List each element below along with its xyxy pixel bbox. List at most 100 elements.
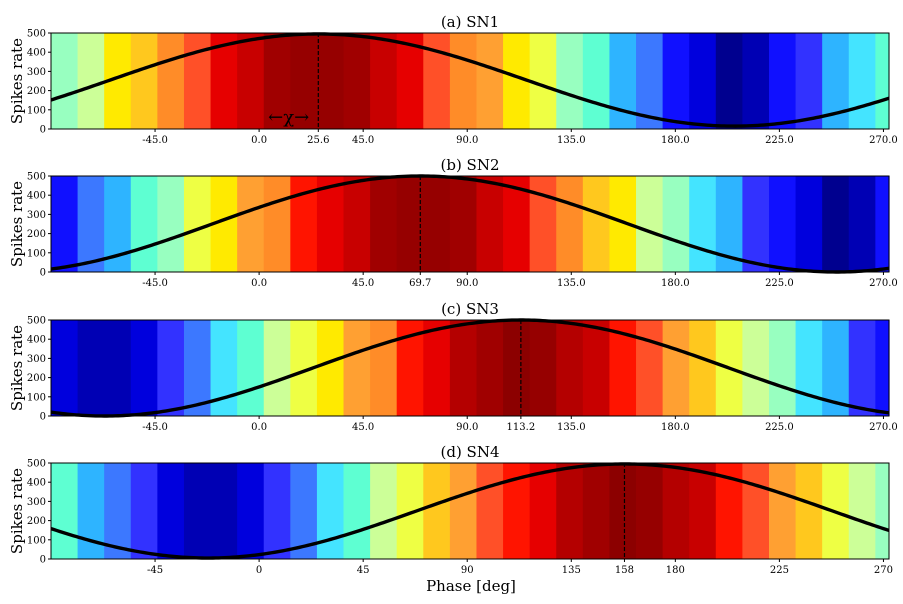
phase-band (316, 33, 345, 129)
phase-band (636, 176, 664, 272)
phase-band (183, 176, 212, 272)
x-tick-label: 270.0 (869, 278, 898, 289)
phase-band (370, 33, 398, 129)
y-tick-label: 200 (27, 516, 46, 527)
phase-band (529, 463, 557, 559)
phase-band (636, 320, 664, 416)
x-tick-label: -45 (147, 565, 163, 576)
phase-band (848, 463, 876, 559)
phase-band (130, 463, 158, 559)
y-tick-label: 400 (27, 48, 46, 59)
plot-frame (50, 462, 890, 560)
phase-band (77, 33, 105, 129)
panel-title: (d) SN4 (440, 443, 499, 461)
x-tick-label: 90.0 (456, 422, 478, 433)
phase-band (237, 176, 265, 272)
phase-band (263, 176, 291, 272)
phase-band (742, 320, 770, 416)
y-axis-label: Spikes rate (8, 38, 26, 124)
panel-4: (d) SN4 Spikes rate 0 100 200 300 400 500 -45 0 45… (8, 443, 893, 576)
phase-band (662, 33, 690, 129)
phase-band (237, 463, 265, 559)
y-tick-label: 300 (27, 210, 46, 221)
phase-band (449, 176, 478, 272)
y-tick-label: 200 (27, 86, 46, 97)
phase-band (609, 463, 637, 559)
phase-band (130, 176, 158, 272)
phase-band (157, 176, 185, 272)
phase-band (822, 176, 850, 272)
phase-band (51, 176, 79, 272)
y-tick-label: 300 (27, 67, 46, 78)
phase-band (51, 463, 79, 559)
y-tick-label: 0 (40, 268, 46, 279)
phase-band (582, 320, 611, 416)
phase-band (157, 33, 185, 129)
phase-band (529, 320, 557, 416)
phase-band (51, 33, 79, 129)
phase-band (476, 320, 504, 416)
x-tick-label: -45.0 (142, 278, 168, 289)
y-tick-label: 0 (40, 125, 46, 136)
plot-frame (50, 319, 890, 417)
phase-band (423, 320, 451, 416)
phase-band (237, 320, 265, 416)
phase-band (183, 33, 212, 129)
x-tick-label: 270 (874, 565, 893, 576)
phase-band (689, 33, 717, 129)
panel-3: (c) SN3 Spikes rate 0 100 200 300 400 500 -45.0 0… (8, 300, 898, 433)
phase-band (742, 463, 770, 559)
phase-band (582, 33, 611, 129)
phase-band (370, 463, 398, 559)
phase-band (51, 320, 79, 416)
y-axis-label: Spikes rate (8, 181, 26, 267)
phase-band (848, 320, 876, 416)
response-curve (50, 462, 890, 560)
y-tick-label: 400 (27, 191, 46, 202)
phase-band (290, 33, 318, 129)
phase-band (795, 320, 823, 416)
phase-band (370, 176, 398, 272)
panel-2: (b) SN2 Spikes rate 0 100 200 300 400 500 -45.0 0… (8, 156, 898, 289)
panel-title: (a) SN1 (441, 13, 499, 31)
phase-band (396, 176, 424, 272)
phase-band (503, 320, 531, 416)
phase-band (476, 33, 504, 129)
x-tick-label: 113.2 (507, 422, 536, 433)
phase-band (848, 33, 876, 129)
phase-band (689, 463, 717, 559)
phase-band (875, 176, 890, 272)
phase-band (343, 463, 371, 559)
phase-band (582, 176, 611, 272)
phase-band (423, 176, 451, 272)
phase-band (689, 176, 717, 272)
phase-band (104, 320, 132, 416)
x-tick-label: 158 (615, 565, 634, 576)
x-tick-label: 0.0 (251, 135, 267, 146)
y-tick-label: 100 (27, 392, 46, 403)
phase-band (556, 176, 584, 272)
x-tick-label: 135 (562, 565, 581, 576)
phase-band (795, 463, 823, 559)
phase-band (662, 320, 690, 416)
phase-band (237, 33, 265, 129)
y-tick-label: 200 (27, 373, 46, 384)
x-tick-label: 270.0 (869, 422, 898, 433)
y-axis-label: Spikes rate (8, 325, 26, 411)
phase-band (875, 320, 890, 416)
phase-band (104, 463, 132, 559)
phase-band (875, 463, 890, 559)
response-curve (50, 32, 890, 128)
x-tick-label: 270.0 (869, 135, 898, 146)
y-tick-label: 500 (27, 29, 46, 40)
phase-band (715, 33, 743, 129)
phase-band (316, 463, 345, 559)
y-tick-label: 500 (27, 172, 46, 183)
y-axis-label: Spikes rate (8, 468, 26, 554)
x-tick-label: 25.6 (307, 135, 329, 146)
phase-band (449, 33, 478, 129)
phase-band (263, 320, 291, 416)
x-tick-label: -45.0 (142, 422, 168, 433)
x-tick-label: 45.0 (352, 422, 374, 433)
